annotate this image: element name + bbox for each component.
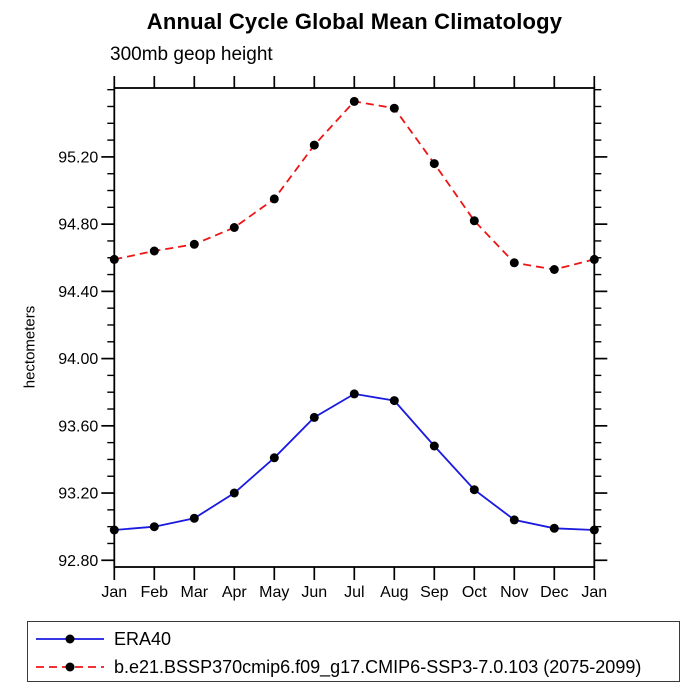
data-point-marker-1 [589, 254, 599, 264]
data-point-marker-1 [389, 103, 399, 113]
y-axis-tick-label: 95.20 [58, 149, 98, 166]
x-axis-tick-label: Jan [581, 584, 607, 601]
data-point-marker-1 [309, 140, 319, 150]
legend: ERA40 b.e21.BSSP370cmip6.f09_g17.CMIP6-S… [27, 621, 680, 682]
data-point-marker-1 [109, 254, 119, 264]
data-point-marker-0 [429, 441, 439, 451]
series-line-1 [114, 100, 595, 271]
x-axis-tick-label: Oct [462, 584, 487, 601]
data-point-marker-1 [189, 239, 199, 249]
data-point-marker-0 [189, 513, 199, 523]
series-line-0 [114, 392, 595, 531]
plot-border [113, 87, 596, 568]
legend-line-sample-solid [36, 634, 104, 644]
x-axis-tick-label: Apr [222, 584, 248, 601]
x-axis-tick-label: Jan [101, 584, 127, 601]
data-point-marker-1 [469, 216, 479, 226]
x-axis-tick-label: Jul [344, 584, 364, 601]
data-point-marker-0 [269, 453, 279, 463]
data-point-marker-0 [309, 412, 319, 422]
data-point-marker-0 [149, 522, 159, 532]
data-point-marker-0 [589, 525, 599, 535]
data-point-marker-1 [269, 194, 279, 204]
x-axis-tick-label: Nov [500, 584, 528, 601]
data-point-marker-0 [349, 389, 359, 399]
x-axis-tick-label: Feb [141, 584, 169, 601]
chart-subtitle: 300mb geop height [110, 44, 273, 65]
chart-title: Annual Cycle Global Mean Climatology [146, 9, 563, 34]
legend-item-model: b.e21.BSSP370cmip6.f09_g17.CMIP6-SSP3-7.… [32, 653, 679, 681]
data-point-marker-0 [549, 523, 559, 533]
data-point-marker-1 [229, 223, 239, 232]
x-axis-tick-label: Sep [420, 584, 449, 601]
legend-label-era40: ERA40 [114, 628, 172, 649]
x-axis-tick-label: Aug [380, 584, 408, 601]
y-axis-tick-label: 92.80 [58, 553, 98, 570]
y-axis-tick-label: 94.40 [58, 284, 98, 301]
y-axis-tick-label: 94.80 [58, 217, 98, 234]
data-point-marker-1 [149, 246, 159, 256]
data-point-marker-0 [109, 525, 119, 535]
y-axis-tick-label: 94.00 [58, 351, 98, 368]
legend-line-sample-dashed [36, 662, 104, 672]
data-point-marker-0 [469, 485, 479, 495]
data-point-marker-1 [429, 159, 439, 169]
x-axis-tick-label: May [259, 584, 289, 601]
x-axis-tick-label: Dec [540, 584, 568, 601]
data-point-marker-1 [549, 265, 559, 274]
x-axis-tick-label: Jun [301, 584, 327, 601]
y-axis-tick-label: 93.20 [58, 486, 98, 503]
data-point-marker-1 [509, 258, 519, 268]
y-axis-tick-label: 93.60 [58, 418, 98, 435]
data-point-marker-0 [229, 488, 239, 498]
data-point-marker-0 [389, 396, 399, 406]
data-point-marker-0 [509, 515, 519, 525]
legend-item-era40: ERA40 [32, 625, 679, 653]
data-point-marker-1 [349, 96, 359, 106]
legend-label-model: b.e21.BSSP370cmip6.f09_g17.CMIP6-SSP3-7.… [114, 656, 642, 677]
x-axis-tick-label: Mar [181, 584, 209, 601]
